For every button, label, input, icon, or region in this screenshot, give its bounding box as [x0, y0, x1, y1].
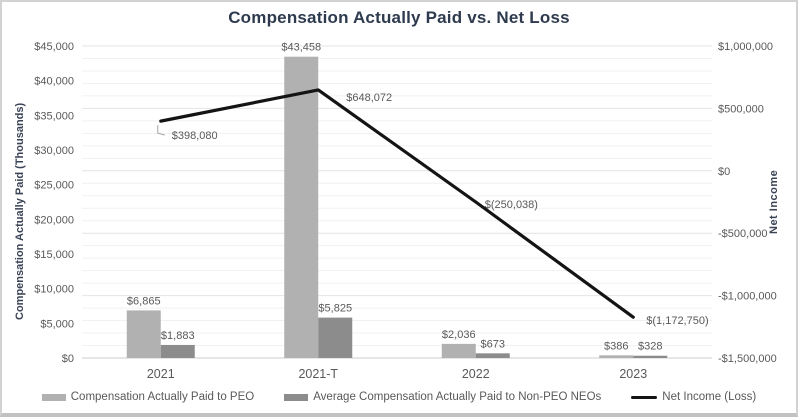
- right-axis-tick-label: $1,000,000: [718, 41, 773, 53]
- left-axis-tick-label: $25,000: [34, 180, 74, 192]
- line-data-label: $398,080: [172, 130, 218, 142]
- left-axis-tick-label: $5,000: [40, 318, 74, 330]
- bar-peo: [441, 343, 476, 358]
- left-axis-tick-label: $45,000: [34, 41, 74, 53]
- bar-data-label: $2,036: [442, 329, 476, 341]
- x-axis-category-label: 2021: [147, 367, 175, 381]
- bar-non-peo-neos: [160, 344, 195, 358]
- left-axis-tick-label: $30,000: [34, 145, 74, 157]
- x-axis-category-label: 2021-T: [298, 367, 338, 381]
- x-axis-category-label: 2023: [619, 367, 647, 381]
- legend: Compensation Actually Paid to PEO Average…: [2, 391, 796, 403]
- bar-data-label: $5,825: [318, 303, 352, 315]
- left-axis-tick-label: $15,000: [34, 249, 74, 261]
- bar-data-label: $1,883: [161, 330, 195, 342]
- legend-label: Net Income (Loss): [662, 391, 757, 403]
- bar-non-peo-neos: [633, 355, 668, 358]
- bar-peo: [284, 56, 319, 359]
- bar-non-peo-neos: [475, 353, 510, 358]
- legend-line-swatch: [631, 395, 658, 399]
- net-income-line: [159, 88, 635, 319]
- right-axis-tick-label: -$1,000,000: [718, 291, 777, 303]
- right-axis-tick-label: -$500,000: [718, 228, 768, 240]
- bar-data-label: $673: [481, 338, 505, 350]
- line-data-label: $(1,172,750): [646, 315, 708, 327]
- left-axis-tick-label: $20,000: [34, 214, 74, 226]
- bar-data-label: $43,458: [281, 42, 321, 54]
- left-axis-tick-label: $10,000: [34, 284, 74, 296]
- right-axis-tick-label: $500,000: [718, 103, 764, 115]
- left-axis-tick-label: $35,000: [34, 110, 74, 122]
- legend-bar-swatch: [41, 393, 66, 401]
- line-data-label: $(250,038): [485, 199, 538, 211]
- bar-data-label: $6,865: [127, 295, 161, 307]
- bar-data-label: $328: [638, 341, 662, 353]
- legend-bar-swatch: [284, 393, 309, 401]
- data-label-leader-line: [157, 125, 165, 136]
- bar-peo: [126, 310, 161, 358]
- bar-non-peo-neos: [318, 317, 353, 358]
- legend-item-net-income: Net Income (Loss): [631, 391, 756, 403]
- legend-label: Average Compensation Actually Paid to No…: [313, 391, 602, 403]
- x-axis-category-label: 2022: [462, 367, 490, 381]
- legend-item-peo: Compensation Actually Paid to PEO: [41, 391, 255, 403]
- chart-title: Compensation Actually Paid vs. Net Loss: [228, 8, 570, 27]
- left-axis-tick-label: $40,000: [34, 76, 74, 88]
- legend-item-non-peo-neos: Average Compensation Actually Paid to No…: [284, 391, 601, 403]
- bar-peo: [599, 355, 634, 358]
- right-axis-tick-label: -$1,500,000: [718, 353, 777, 365]
- right-axis-tick-label: $0: [718, 166, 730, 178]
- left-axis-tick-label: $0: [62, 353, 74, 365]
- bar-data-label: $386: [604, 340, 628, 352]
- legend-label: Compensation Actually Paid to PEO: [70, 391, 255, 403]
- line-data-label: $648,072: [346, 92, 392, 104]
